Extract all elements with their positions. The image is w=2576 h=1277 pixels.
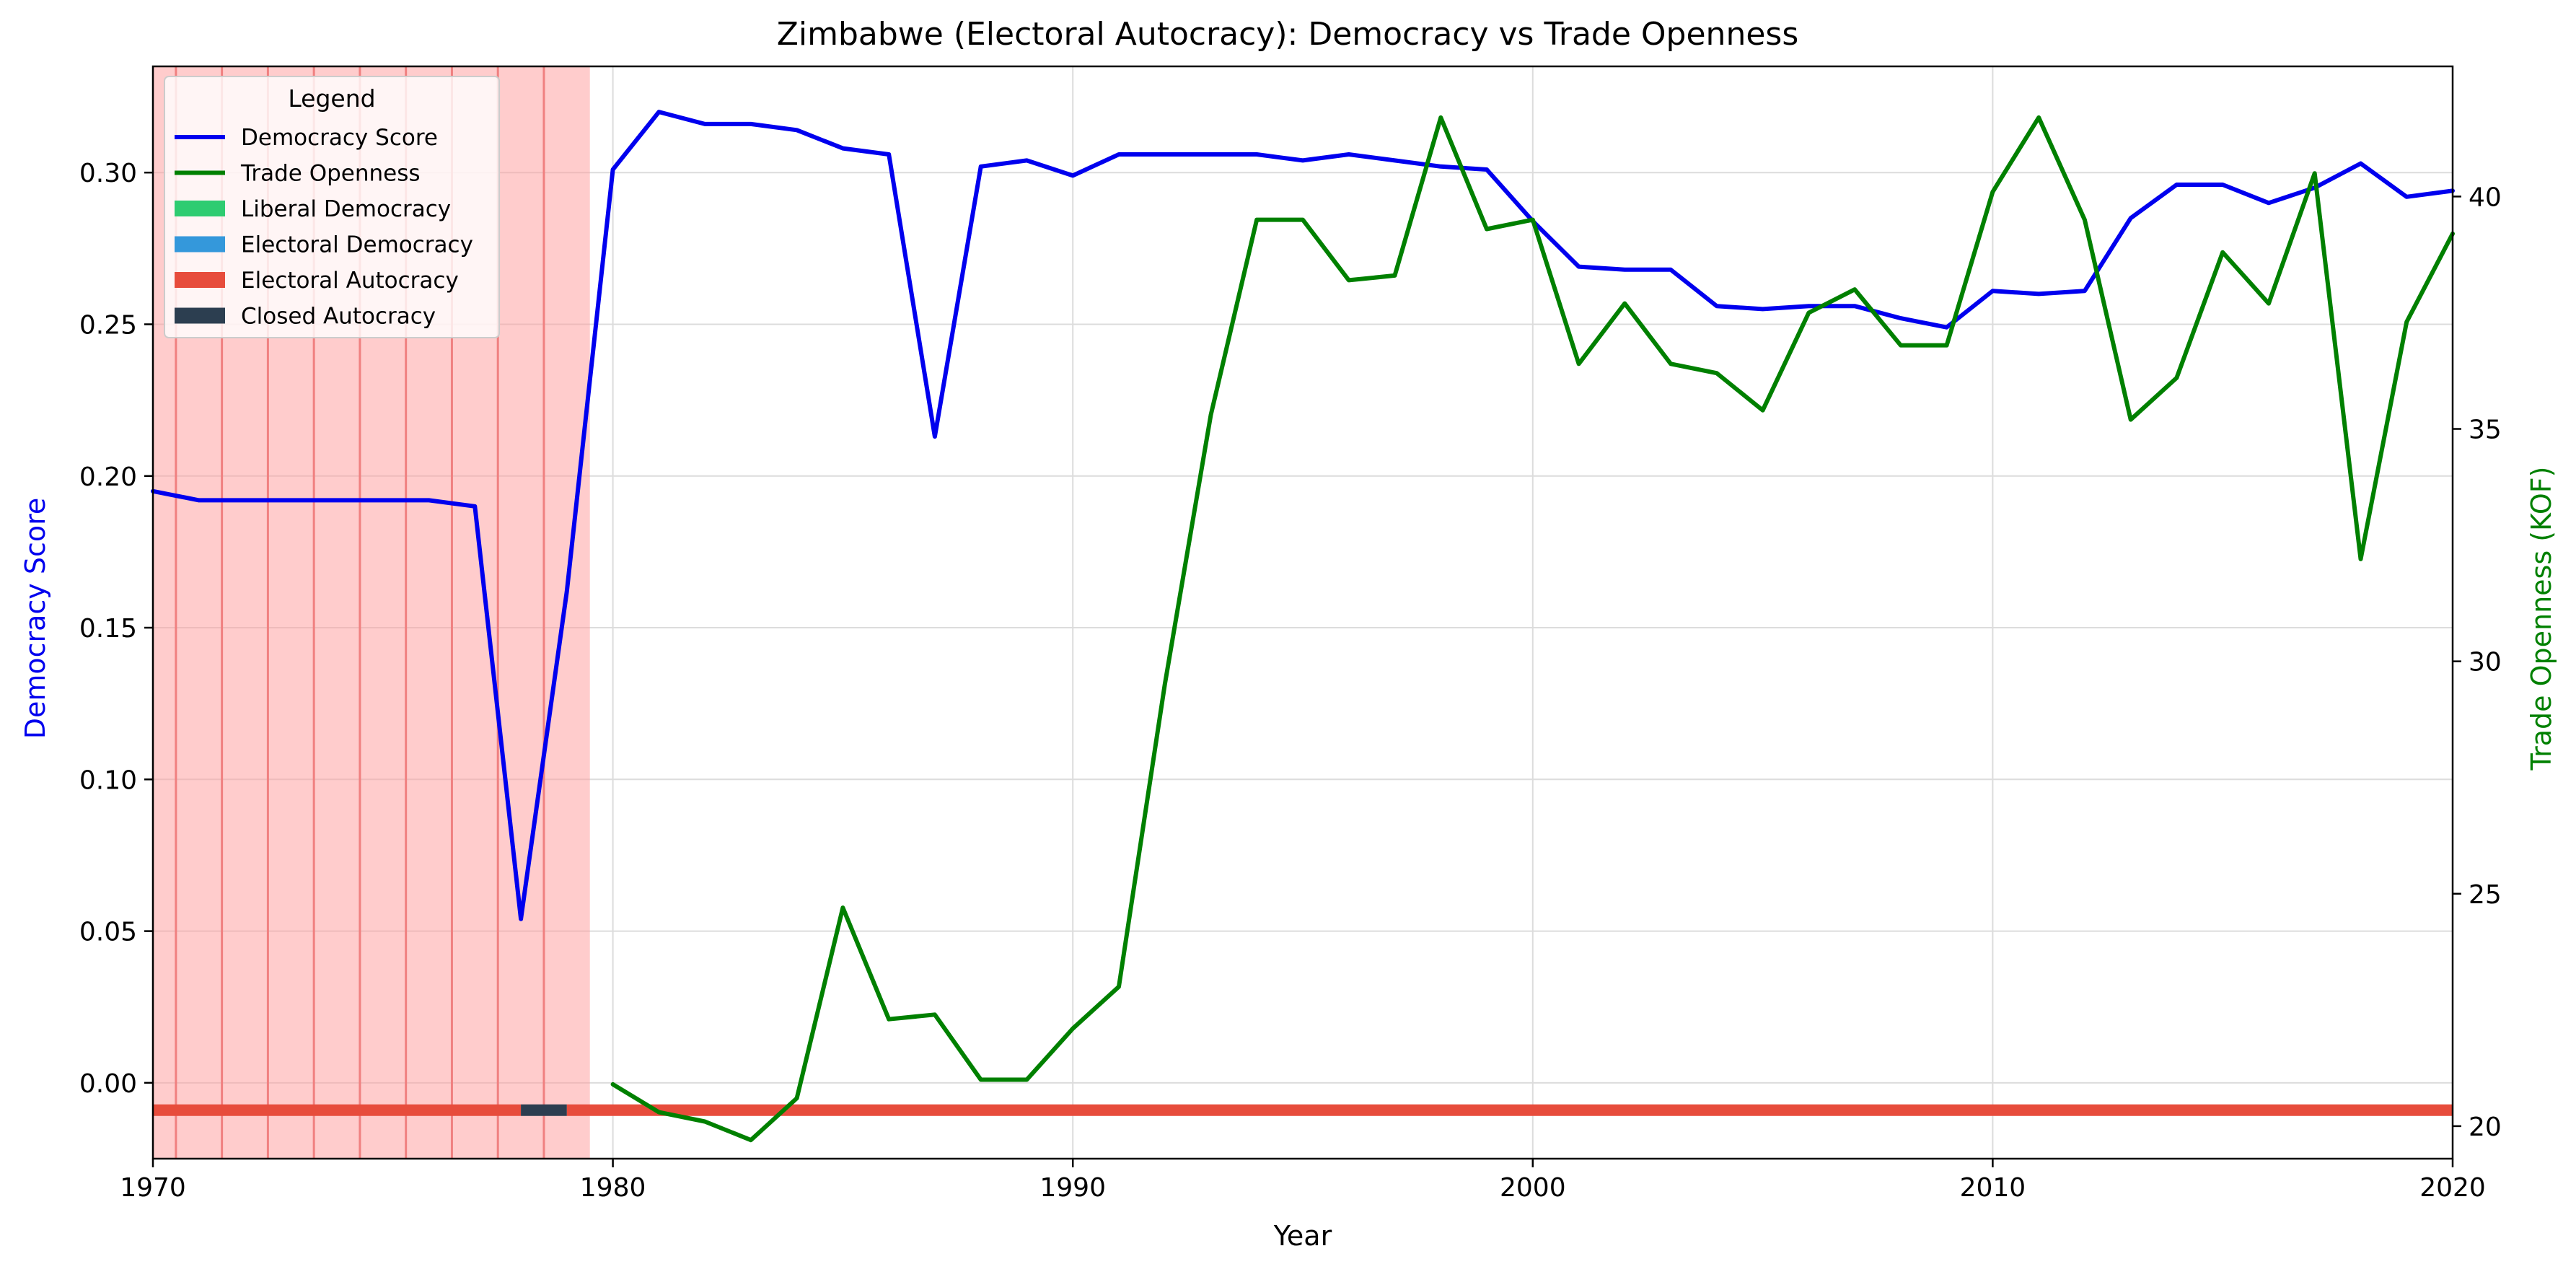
series-line-democracy-score — [151, 110, 2455, 921]
y-right-tick-label: 35 — [2469, 416, 2502, 445]
x-tick-label: 1970 — [120, 1173, 186, 1203]
y-right-tick-label: 40 — [2469, 183, 2502, 212]
x-tick-label: 1980 — [580, 1173, 646, 1203]
legend-swatch-patch — [175, 201, 225, 216]
x-tick-label: 2010 — [1960, 1173, 2026, 1203]
legend-swatch-patch — [175, 272, 225, 288]
legend-box — [164, 76, 500, 338]
y-left-tick-label: 0.30 — [79, 159, 137, 188]
x-axis-label: Year — [1273, 1220, 1332, 1252]
series-line-trade-openness — [610, 115, 2455, 1143]
plot-frame — [151, 65, 2454, 1160]
legend: Legend Democracy Score Trade Openness Liber… — [164, 76, 500, 338]
axis-ticks: 1970 1980 1990 2000 2010 2020 0.00 0.05 0.10 0.15… — [79, 159, 2502, 1203]
series-lines — [151, 110, 2455, 1143]
x-tick-label: 2020 — [2419, 1173, 2486, 1203]
legend-title: Legend — [288, 84, 375, 113]
legend-label: Closed Autocracy — [241, 304, 436, 330]
legend-label: Electoral Democracy — [241, 232, 473, 258]
y-left-tick-label: 0.15 — [79, 614, 137, 644]
y-left-tick-label: 0.05 — [79, 918, 137, 947]
chart-title: Zimbabwe (Electoral Autocracy): Democrac… — [777, 16, 1799, 53]
y-right-tick-label: 30 — [2469, 648, 2502, 677]
y-left-tick-label: 0.20 — [79, 462, 137, 492]
x-tick-label: 1990 — [1039, 1173, 1106, 1203]
x-tick-label: 2000 — [1500, 1173, 1566, 1203]
y-axis-label-left: Democracy Score — [19, 498, 51, 740]
y-left-tick-label: 0.10 — [79, 765, 137, 795]
y-left-tick-label: 0.00 — [79, 1069, 137, 1099]
legend-label: Trade Openness — [240, 161, 421, 187]
y-axis-label-right: Trade Openness (KOF) — [2526, 466, 2557, 771]
y-right-tick-label: 25 — [2469, 880, 2502, 910]
y-left-tick-label: 0.25 — [79, 310, 137, 340]
legend-label: Democracy Score — [241, 125, 438, 151]
legend-swatch-patch — [175, 236, 225, 253]
legend-label: Electoral Autocracy — [241, 268, 459, 294]
legend-swatch-patch — [175, 307, 225, 324]
legend-label: Liberal Democracy — [241, 196, 451, 222]
y-right-tick-label: 20 — [2469, 1113, 2502, 1142]
